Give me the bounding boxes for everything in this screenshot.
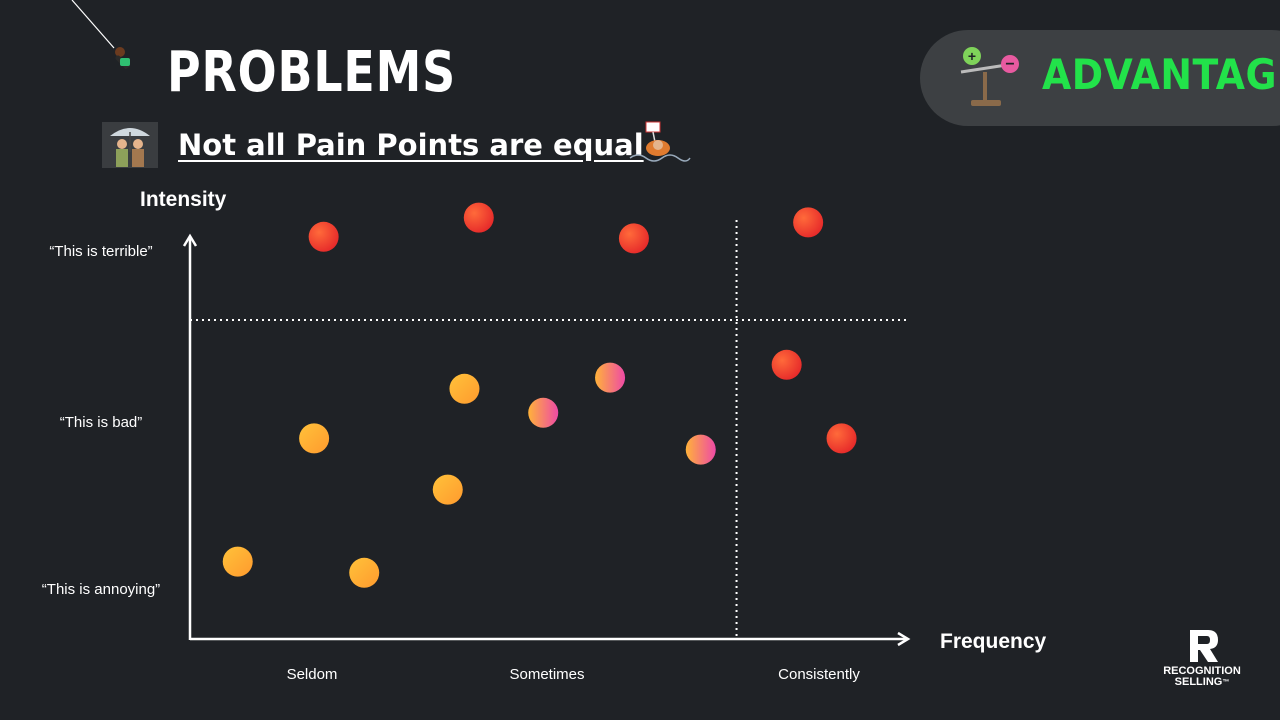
recognition-selling-logo: RECOGNITION SELLING™ [1150, 628, 1254, 688]
svg-text:+: + [968, 48, 976, 64]
drowning-person-icon [629, 121, 691, 162]
data-point-red-3 [618, 223, 649, 254]
data-point-red-4 [793, 207, 824, 238]
x-tick-label-consistently: Consistently [778, 666, 860, 683]
data-point-orange-11 [449, 373, 480, 404]
data-point-orange-10 [432, 474, 463, 505]
y-tick-label-annoying: “This is annoying” [42, 581, 160, 598]
axes [182, 233, 911, 647]
brand-trademark: ™ [1222, 679, 1230, 686]
brand-line-2: SELLING™ [1150, 677, 1254, 688]
svg-text:−: − [1005, 56, 1014, 73]
data-points [222, 202, 857, 588]
runner-icon [71, 0, 130, 70]
data-point-orange-7 [222, 546, 253, 577]
data-point-pink-13 [595, 362, 626, 393]
x-tick-label-seldom: Seldom [287, 666, 338, 683]
data-point-pink-12 [528, 397, 559, 428]
advantage-label: ADVANTAGE [1042, 50, 1280, 99]
data-point-red-5 [771, 349, 802, 380]
data-point-red-1 [308, 221, 339, 252]
x-tick-label-sometimes: Sometimes [509, 666, 584, 683]
y-axis-title: Intensity [140, 188, 227, 211]
y-tick-label-bad: “This is bad” [60, 414, 143, 431]
data-point-orange-8 [299, 423, 330, 454]
x-axis-title: Frequency [940, 630, 1047, 653]
page-subtitle: Not all Pain Points are equal [178, 128, 644, 162]
people-umbrella-icon [102, 122, 158, 168]
brand-r-icon [1190, 630, 1218, 662]
data-point-red-6 [826, 423, 857, 454]
x-axis-arrowhead [897, 631, 911, 647]
brand-line-2-text: SELLING [1174, 676, 1223, 688]
y-tick-label-terrible: “This is terrible” [49, 243, 152, 260]
balance-scale-icon: + − [960, 47, 1019, 106]
data-point-red-2 [463, 202, 494, 233]
y-axis-arrowhead [182, 233, 198, 247]
brand-line-1: RECOGNITION [1163, 665, 1241, 677]
advantage-badge [920, 30, 1280, 126]
page-title: PROBLEMS [167, 40, 457, 105]
data-point-orange-9 [349, 557, 380, 588]
data-point-pink-14 [685, 434, 716, 465]
